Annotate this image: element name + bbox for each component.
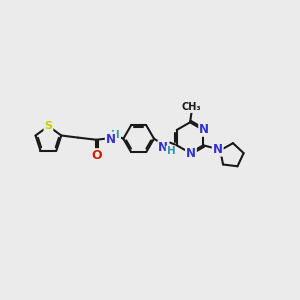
Text: O: O <box>91 149 102 162</box>
Text: N: N <box>199 123 209 136</box>
Text: N: N <box>158 141 168 154</box>
Text: N: N <box>186 147 196 160</box>
Text: H: H <box>111 130 120 140</box>
Text: N: N <box>106 133 116 146</box>
Text: CH₃: CH₃ <box>182 102 202 112</box>
Text: N: N <box>213 142 223 156</box>
Text: H: H <box>167 146 175 156</box>
Text: S: S <box>44 121 52 131</box>
